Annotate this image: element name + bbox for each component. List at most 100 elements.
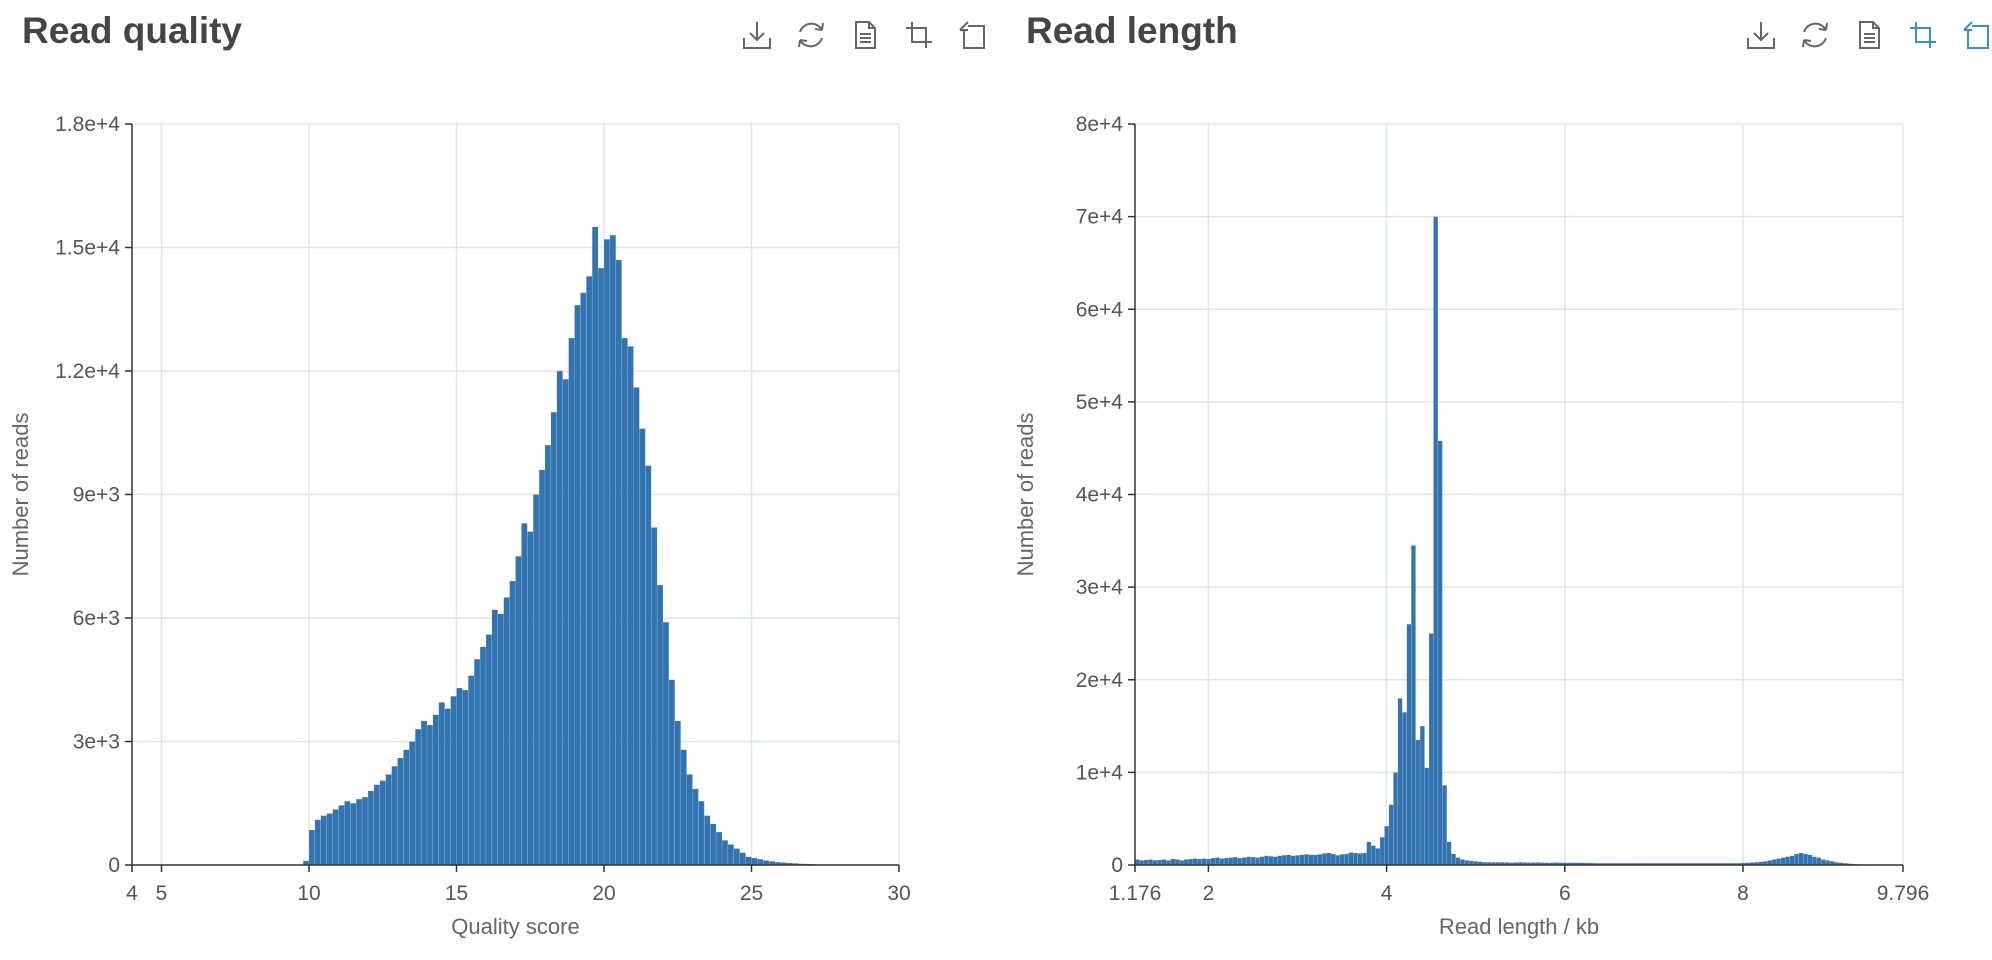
histogram-bar[interactable] <box>1348 852 1354 866</box>
histogram-bar[interactable] <box>538 469 546 866</box>
histogram-bar[interactable] <box>656 584 664 866</box>
histogram-bar[interactable] <box>462 689 469 866</box>
histogram-bar[interactable] <box>1259 856 1265 866</box>
histogram-bar[interactable] <box>1339 854 1345 866</box>
histogram-bar[interactable] <box>662 621 670 866</box>
histogram-bar[interactable] <box>1375 848 1381 866</box>
histogram-bar[interactable] <box>562 379 569 866</box>
histogram-bar[interactable] <box>745 856 752 866</box>
refresh-button[interactable] <box>790 14 832 56</box>
histogram-bar[interactable] <box>1330 853 1336 866</box>
histogram-bar[interactable] <box>1290 855 1296 866</box>
histogram-bar[interactable] <box>373 784 380 866</box>
histogram-bar[interactable] <box>1419 725 1425 866</box>
histogram-bar[interactable] <box>1446 841 1452 866</box>
histogram-bar[interactable] <box>444 708 451 866</box>
histogram-bar[interactable] <box>1237 857 1243 866</box>
histogram-bar[interactable] <box>1241 857 1247 866</box>
histogram-bar[interactable] <box>668 679 676 866</box>
histogram-bar[interactable] <box>409 741 416 866</box>
histogram-bar[interactable] <box>420 720 428 866</box>
histogram-bar[interactable] <box>450 696 457 866</box>
histogram-bar[interactable] <box>1295 855 1301 866</box>
histogram-bar[interactable] <box>308 829 316 866</box>
histogram-bar[interactable] <box>1312 854 1318 866</box>
histogram-bar[interactable] <box>1170 858 1176 866</box>
histogram-bar[interactable] <box>379 780 386 866</box>
histogram-bar[interactable] <box>1299 854 1305 866</box>
histogram-bar[interactable] <box>1263 855 1269 866</box>
histogram-bar[interactable] <box>367 790 375 866</box>
histogram-bar[interactable] <box>1780 857 1786 866</box>
histogram-bar[interactable] <box>432 714 439 866</box>
histogram-bar[interactable] <box>1268 856 1274 866</box>
histogram-bar[interactable] <box>1357 853 1363 866</box>
histogram-bar[interactable] <box>1803 853 1808 866</box>
histogram-bar[interactable] <box>1451 853 1456 866</box>
histogram-bar[interactable] <box>314 819 321 866</box>
histogram-bar[interactable] <box>1272 856 1278 866</box>
histogram-bar[interactable] <box>580 292 587 866</box>
histogram-bar[interactable] <box>715 831 723 866</box>
histogram-bar[interactable] <box>1197 858 1203 866</box>
histogram-bar[interactable] <box>1455 857 1461 866</box>
histogram-bar[interactable] <box>515 556 522 866</box>
histogram-bar[interactable] <box>1223 857 1229 866</box>
histogram-bar[interactable] <box>1406 623 1412 866</box>
histogram-bar[interactable] <box>1321 853 1327 866</box>
histogram-bar[interactable] <box>1335 855 1341 866</box>
histogram-bar[interactable] <box>403 749 410 866</box>
histogram-bar[interactable] <box>1798 852 1804 866</box>
histogram-bar[interactable] <box>533 494 540 866</box>
histogram-bar[interactable] <box>621 337 628 866</box>
histogram-bar[interactable] <box>1402 711 1407 866</box>
download-button[interactable] <box>1740 14 1782 56</box>
histogram-bar[interactable] <box>727 844 735 866</box>
histogram-bar[interactable] <box>568 337 575 866</box>
histogram-bar[interactable] <box>397 757 404 866</box>
histogram-bar[interactable] <box>544 444 552 866</box>
histogram-bar[interactable] <box>521 523 528 866</box>
histogram-bar[interactable] <box>527 531 534 866</box>
histogram-bar[interactable] <box>574 304 581 866</box>
histogram-bar[interactable] <box>674 720 681 866</box>
histogram-bar[interactable] <box>609 234 617 866</box>
histogram-bar[interactable] <box>739 852 746 866</box>
histogram-bar[interactable] <box>474 658 481 866</box>
histogram-bar[interactable] <box>356 798 363 866</box>
histogram-bar[interactable] <box>1370 845 1376 866</box>
histogram-bar[interactable] <box>645 465 652 866</box>
histogram-bar[interactable] <box>1344 853 1350 866</box>
histogram-bar[interactable] <box>485 634 493 866</box>
histogram-bar[interactable] <box>350 803 357 866</box>
histogram-bar[interactable] <box>456 687 463 866</box>
histogram-bar[interactable] <box>710 823 717 866</box>
histogram-bar[interactable] <box>1214 857 1220 866</box>
histogram-bar[interactable] <box>1148 859 1154 866</box>
histogram-bar[interactable] <box>1210 857 1216 866</box>
histogram-bar[interactable] <box>757 859 764 866</box>
histogram-bar[interactable] <box>1201 858 1207 866</box>
histogram-bar[interactable] <box>1442 785 1448 866</box>
histogram-bar[interactable] <box>721 840 729 866</box>
histogram-bar[interactable] <box>586 276 593 866</box>
histogram-bar[interactable] <box>1361 852 1367 866</box>
histogram-bar[interactable] <box>1192 858 1198 866</box>
histogram-bar[interactable] <box>627 346 634 866</box>
histogram-bar[interactable] <box>733 848 740 866</box>
histogram-bar[interactable] <box>651 527 658 866</box>
histogram-bar[interactable] <box>1277 855 1283 866</box>
histogram-bar[interactable] <box>1415 739 1421 866</box>
refresh-button[interactable] <box>1794 14 1836 56</box>
histogram-bar[interactable] <box>592 226 599 866</box>
histogram-bar[interactable] <box>385 774 392 866</box>
histogram-bar[interactable] <box>1161 859 1167 866</box>
histogram-bar[interactable] <box>550 411 558 866</box>
histogram-bar[interactable] <box>1393 772 1399 866</box>
histogram-bar[interactable] <box>1250 856 1256 866</box>
zoom-select-button[interactable] <box>898 14 940 56</box>
histogram-bar[interactable] <box>1326 852 1332 866</box>
histogram-bar[interactable] <box>1219 858 1225 866</box>
histogram-bar[interactable] <box>361 796 369 866</box>
histogram-bar[interactable] <box>1794 853 1799 866</box>
